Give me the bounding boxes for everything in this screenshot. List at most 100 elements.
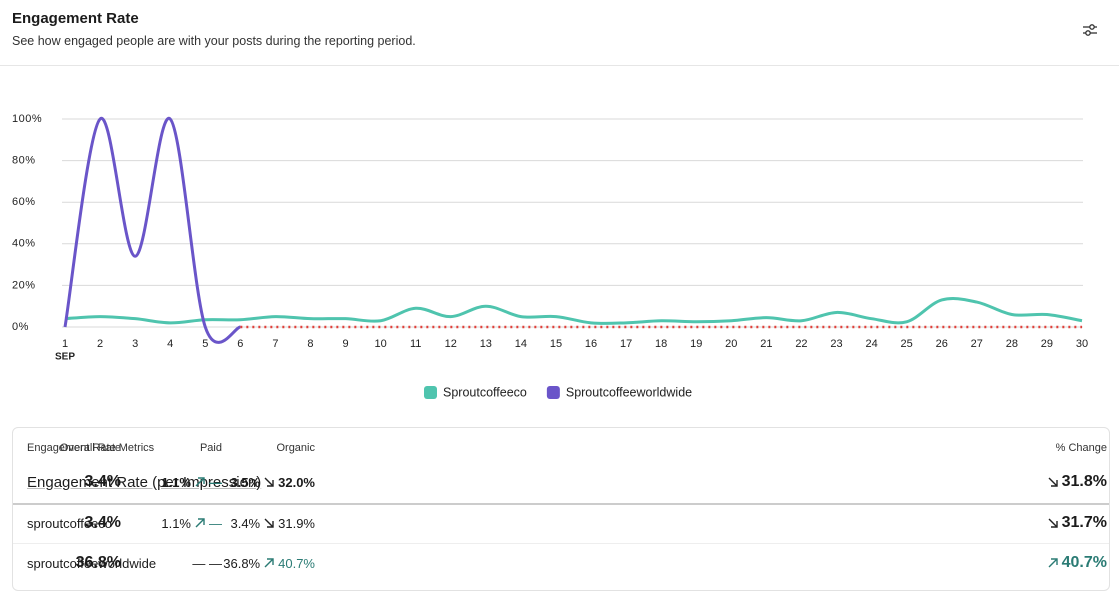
percent-change-text: 40.7%: [1061, 554, 1107, 571]
organic-change: 32.0%: [264, 475, 315, 490]
percent-change: 31.8%: [1048, 473, 1107, 491]
organic-cell: 36.8% 40.7%: [223, 553, 315, 573]
paid-change: —: [195, 475, 222, 490]
organic-value: 36.8%: [223, 555, 261, 571]
column-header: Engagement Rate Metrics: [27, 442, 155, 454]
chart: 0%20%40%60%80%100%1 2 3 4 5 6 7 8 9 10 11 12 13 14 15 1…: [12, 113, 1088, 399]
x-tick-label: 28: [1006, 338, 1018, 350]
x-tick-label: 30: [1076, 338, 1088, 350]
organic-change: 40.7%: [264, 556, 315, 571]
y-tick-label: 100%: [12, 113, 42, 125]
column-header: Overall Rate: [59, 442, 121, 454]
paid-cell: 1.1% —: [161, 513, 222, 533]
x-tick-label: 16: [585, 338, 597, 350]
column-header: % Change: [1055, 442, 1107, 454]
paid-cell: — —: [192, 553, 222, 573]
y-tick-label: 20%: [12, 279, 36, 291]
x-tick-label: 12: [445, 338, 457, 350]
y-tick-label: 0%: [12, 321, 29, 333]
row-divider: [13, 543, 1109, 544]
x-period-label: SEP: [55, 352, 75, 363]
paid-change: —: [195, 516, 222, 531]
legend-label: Sproutcoffeeworldwide: [566, 385, 692, 399]
x-tick-label: 26: [936, 338, 948, 350]
organic-change-text: 32.0%: [278, 474, 315, 490]
x-tick-label: 29: [1041, 338, 1053, 350]
trend-arrow: [1048, 477, 1058, 487]
x-tick-label: 2: [97, 338, 103, 350]
x-tick-label: 6: [237, 338, 243, 350]
x-tick-label: 22: [795, 338, 807, 350]
y-tick-label: 40%: [12, 238, 36, 250]
trend-arrow: [1048, 518, 1058, 528]
trend-arrow: [264, 477, 274, 487]
x-tick-label: 13: [480, 338, 492, 350]
x-tick-label: 17: [620, 338, 632, 350]
change-cell: 31.8%: [1048, 472, 1107, 492]
legend-label: Sproutcoffeeco: [443, 385, 527, 399]
x-tick-label: 3: [132, 338, 138, 350]
x-tick-label: 4: [167, 338, 173, 350]
x-tick-label: 11: [410, 338, 421, 350]
paid-change-text: —: [209, 474, 222, 490]
x-tick-label: 23: [830, 338, 842, 350]
percent-change-text: 31.7%: [1061, 514, 1107, 531]
paid-value: 1.1%: [161, 515, 191, 531]
overall-value: 36.8%: [75, 554, 121, 571]
row-divider: [13, 503, 1109, 505]
x-tick-label: 24: [865, 338, 877, 350]
subtitle: See how engaged people are with your pos…: [12, 34, 416, 48]
settings-button[interactable]: [1080, 20, 1100, 40]
percent-change-text: 31.8%: [1061, 473, 1107, 490]
legend-swatch: [424, 386, 437, 399]
y-tick-label: 60%: [12, 196, 36, 208]
trend-arrow: [264, 558, 274, 568]
organic-cell: 3.5% 32.0%: [230, 472, 315, 492]
x-tick-label: 25: [901, 338, 913, 350]
column-header: Organic: [276, 442, 315, 454]
legend-swatch: [546, 386, 560, 399]
x-tick-label: 5: [202, 338, 208, 350]
organic-value: 3.4%: [230, 515, 261, 531]
x-tick-label: 19: [690, 338, 702, 350]
series-line: [64, 297, 1083, 325]
paid-value: 1.1%: [161, 474, 191, 490]
x-tick-label: 15: [550, 338, 562, 350]
metrics-table: Engagement Rate Metrics Organic Paid Overal…: [12, 427, 1110, 591]
row-name: sproutcoffeeworldwide: [27, 555, 157, 571]
x-tick-label: 21: [760, 338, 772, 350]
row-name: sproutcoffeeco: [27, 515, 113, 531]
overall-value: 3.4%: [84, 514, 121, 531]
x-tick-label: 10: [374, 338, 386, 350]
percent-change: 40.7%: [1048, 554, 1107, 572]
change-cell: 40.7%: [1048, 553, 1107, 573]
trend-arrow: [264, 518, 274, 528]
x-tick-label: 27: [971, 338, 983, 350]
change-cell: 31.7%: [1048, 513, 1107, 533]
organic-change-text: 40.7%: [278, 555, 315, 571]
trend-arrow: [1048, 558, 1058, 568]
paid-value: — —: [192, 555, 222, 571]
x-tick-label: 20: [725, 338, 737, 350]
organic-change: 31.9%: [264, 516, 315, 531]
title: Engagement Rate: [12, 10, 139, 27]
organic-cell: 3.4% 31.9%: [230, 513, 315, 533]
paid-cell: 1.1% —: [161, 472, 222, 492]
y-tick-label: 80%: [12, 155, 36, 167]
organic-change-text: 31.9%: [278, 515, 315, 531]
divider: [0, 65, 1119, 66]
row-name: Engagement Rate (per Impression): [27, 473, 262, 491]
trend-arrow: [195, 477, 205, 487]
x-tick-label: 7: [272, 338, 278, 350]
x-tick-label: 14: [515, 338, 527, 350]
organic-value: 3.5%: [230, 474, 261, 490]
percent-change: 31.7%: [1048, 514, 1107, 532]
paid-change-text: —: [209, 515, 222, 531]
x-tick-label: 18: [655, 338, 667, 350]
x-tick-label: 9: [342, 338, 348, 350]
column-header: Paid: [199, 442, 222, 454]
trend-arrow: [195, 518, 205, 528]
x-tick-label: 1: [62, 338, 68, 350]
x-tick-label: 8: [307, 338, 313, 350]
